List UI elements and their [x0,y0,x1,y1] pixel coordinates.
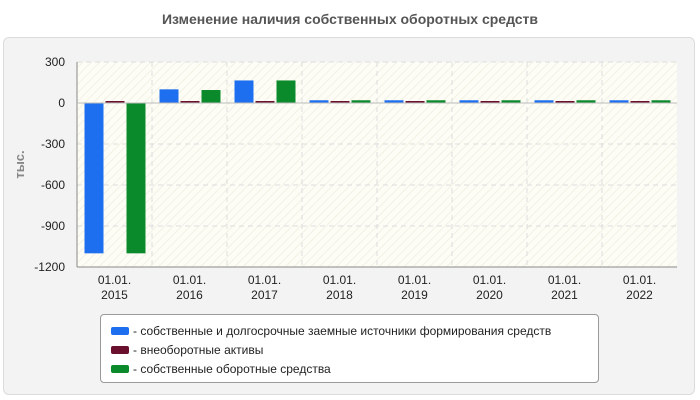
bar-series-1 [534,100,554,103]
y-tick-label: -1200 [34,260,65,274]
x-tick-label-line1: 01.01. [98,273,131,287]
bar-series-2 [405,101,425,103]
x-tick-label-line1: 01.01. [548,273,581,287]
legend-label-sources: - собственные и долгосрочные заемные ист… [133,323,552,338]
x-tick-label-line2: 2017 [251,288,278,302]
bar-series-2 [180,101,200,103]
y-tick-label: -300 [41,137,65,151]
bar-series-2 [255,101,275,103]
x-tick-label-line1: 01.01. [248,273,281,287]
y-tick-label: -600 [41,178,65,192]
y-tick-label: -900 [41,219,65,233]
x-tick-label-line1: 01.01. [473,273,506,287]
legend-label-noncurrent-assets: - внеоборотные активы [133,342,264,357]
y-tick-label: 300 [45,55,65,69]
bar-series-2 [555,101,575,103]
x-tick-label-line1: 01.01. [173,273,206,287]
bar-series-3 [501,100,521,103]
bar-series-3 [351,100,371,103]
x-tick-label-line2: 2019 [401,288,428,302]
bar-series-1 [384,100,404,103]
bar-series-1 [84,103,104,254]
legend-item-noncurrent-assets: - внеоборотные активы [111,340,598,359]
x-tick-label-line2: 2021 [551,288,578,302]
x-tick-label-line2: 2016 [176,288,203,302]
x-tick-label-line1: 01.01. [398,273,431,287]
chart-legend: - собственные и долгосрочные заемные ист… [100,314,599,383]
x-tick-label-line2: 2018 [326,288,353,302]
legend-item-sources: - собственные и долгосрочные заемные ист… [111,321,598,340]
bar-series-1 [234,80,254,103]
bar-series-2 [330,101,350,103]
legend-swatch-sources [111,326,129,335]
bar-series-1 [159,89,179,103]
x-tick-label-line2: 2022 [626,288,653,302]
bar-series-2 [105,101,125,103]
x-tick-label-line2: 2015 [101,288,128,302]
bar-series-3 [126,103,146,254]
x-tick-label-line1: 01.01. [323,273,356,287]
bar-series-1 [459,100,479,103]
bar-series-3 [426,100,446,103]
legend-swatch-working-capital [111,364,129,373]
legend-label-working-capital: - собственные оборотные средства [133,361,331,376]
legend-swatch-noncurrent-assets [111,345,129,354]
legend-item-working-capital: - собственные оборотные средства [111,359,598,378]
bar-series-1 [309,100,329,103]
bar-series-3 [201,90,221,103]
y-tick-label: 0 [58,96,65,110]
bar-series-2 [480,101,500,103]
x-tick-label-line1: 01.01. [623,273,656,287]
chart-title: Изменение наличия собственных оборотных … [161,11,539,27]
bar-series-3 [651,100,671,103]
y-axis-label: тыс. [12,150,27,178]
bar-series-1 [609,100,629,103]
bar-series-3 [576,100,596,103]
x-tick-label-line2: 2020 [476,288,503,302]
bar-series-2 [630,101,650,103]
bar-series-3 [276,80,296,103]
